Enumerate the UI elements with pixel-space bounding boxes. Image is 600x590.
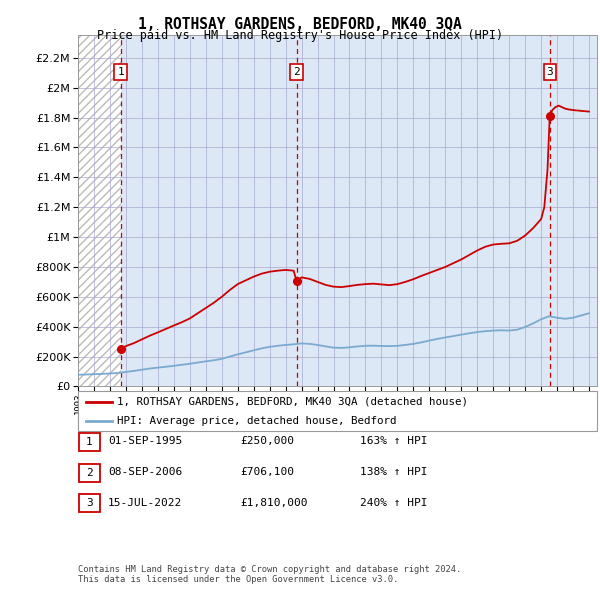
FancyBboxPatch shape <box>79 433 100 451</box>
Text: 2: 2 <box>86 468 93 477</box>
FancyBboxPatch shape <box>79 464 100 481</box>
Text: Price paid vs. HM Land Registry's House Price Index (HPI): Price paid vs. HM Land Registry's House … <box>97 30 503 42</box>
Text: Contains HM Land Registry data © Crown copyright and database right 2024.
This d: Contains HM Land Registry data © Crown c… <box>78 565 461 584</box>
Text: £1,810,000: £1,810,000 <box>240 498 308 507</box>
Text: 240% ↑ HPI: 240% ↑ HPI <box>360 498 427 507</box>
Text: 1, ROTHSAY GARDENS, BEDFORD, MK40 3QA (detached house): 1, ROTHSAY GARDENS, BEDFORD, MK40 3QA (d… <box>117 397 468 407</box>
Text: HPI: Average price, detached house, Bedford: HPI: Average price, detached house, Bedf… <box>117 416 397 425</box>
Text: 08-SEP-2006: 08-SEP-2006 <box>108 467 182 477</box>
Text: 01-SEP-1995: 01-SEP-1995 <box>108 437 182 446</box>
Bar <box>78 35 121 386</box>
Text: 1: 1 <box>117 67 124 77</box>
Text: 1: 1 <box>86 437 93 447</box>
Text: £706,100: £706,100 <box>240 467 294 477</box>
Text: 163% ↑ HPI: 163% ↑ HPI <box>360 437 427 446</box>
Text: 15-JUL-2022: 15-JUL-2022 <box>108 498 182 507</box>
Text: 1, ROTHSAY GARDENS, BEDFORD, MK40 3QA: 1, ROTHSAY GARDENS, BEDFORD, MK40 3QA <box>138 17 462 31</box>
Text: £250,000: £250,000 <box>240 437 294 446</box>
Text: 3: 3 <box>86 499 93 508</box>
FancyBboxPatch shape <box>78 391 597 431</box>
Text: 138% ↑ HPI: 138% ↑ HPI <box>360 467 427 477</box>
FancyBboxPatch shape <box>79 494 100 512</box>
Text: 2: 2 <box>293 67 300 77</box>
Text: 3: 3 <box>547 67 553 77</box>
